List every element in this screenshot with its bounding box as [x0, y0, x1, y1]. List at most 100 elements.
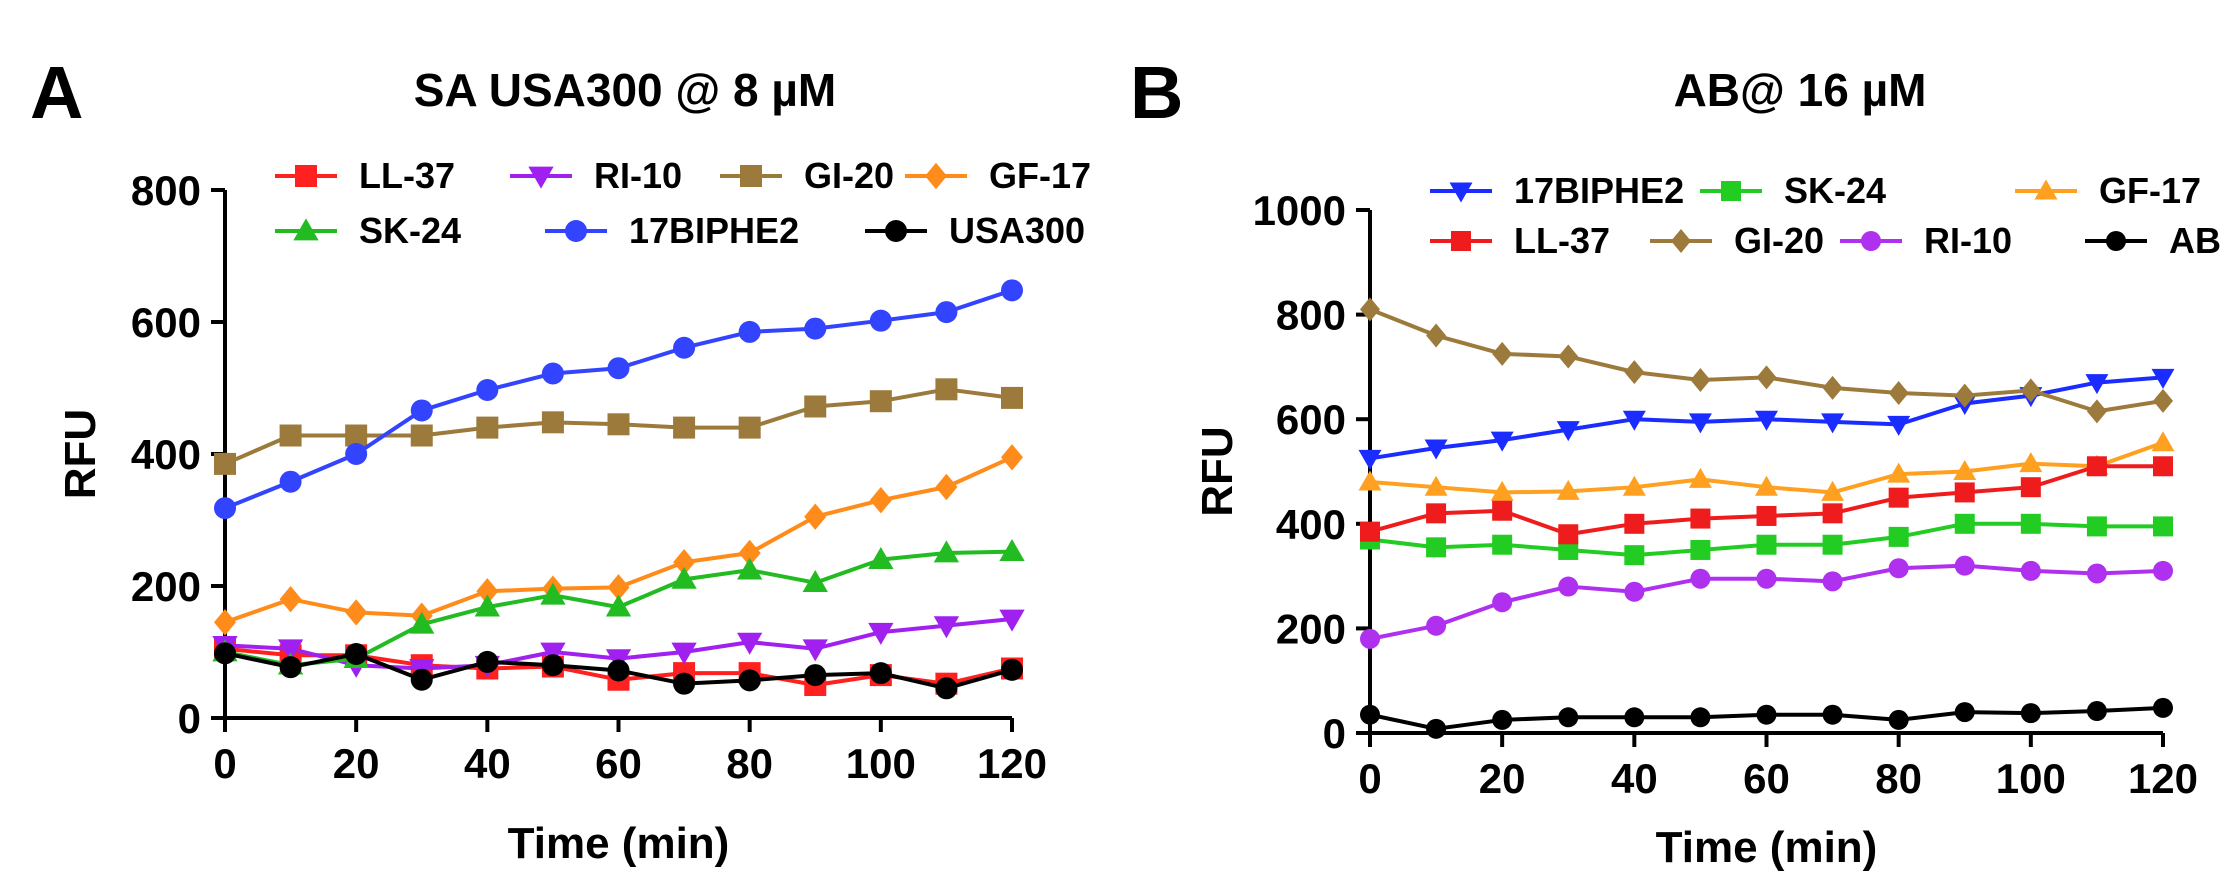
- legend-label-a-gi-20: GI-20: [804, 155, 894, 196]
- data-point-b-ll-37: [1690, 508, 1711, 529]
- x-tick-label-b: 0: [1358, 755, 1381, 802]
- data-point-a-ri-10: [933, 616, 960, 639]
- data-point-a-usa300: [214, 642, 236, 665]
- data-point-b-sk-24: [1426, 537, 1447, 558]
- data-point-b-ri-10: [1360, 628, 1380, 649]
- data-point-a-ri-10: [999, 609, 1025, 632]
- y-tick-label-a: 200: [131, 563, 201, 610]
- data-point-a-gi-20: [541, 411, 564, 434]
- data-point-b-ri-10: [1822, 571, 1843, 592]
- series-a-usa300: [214, 642, 1023, 700]
- data-point-a-17biphe2: [738, 320, 761, 343]
- x-tick-label-b: 60: [1743, 755, 1790, 802]
- series-b-ll-37: [1360, 456, 2173, 545]
- y-tick-label-b: 600: [1276, 396, 1346, 443]
- data-point-b-gf-17: [1556, 479, 1580, 500]
- data-point-b-17biphe2: [1490, 431, 1514, 452]
- data-point-b-17biphe2: [1424, 439, 1448, 460]
- data-point-b-gf-17: [2151, 431, 2175, 452]
- data-point-b-ri-10: [1492, 592, 1513, 613]
- data-point-a-sk-24: [671, 566, 697, 589]
- data-point-b-sk-24: [1822, 534, 1843, 555]
- x-tick-label-b: 100: [1996, 755, 2066, 802]
- data-point-b-gi-20: [1558, 344, 1579, 369]
- data-point-b-sk-24: [1624, 545, 1645, 566]
- legend-label-b-sk-24: SK-24: [1784, 170, 1886, 211]
- legend-label-b-ab: AB: [2169, 220, 2221, 261]
- legend-marker-b: [1721, 181, 1741, 201]
- legend-label-b-gi-20: GI-20: [1734, 220, 1824, 261]
- data-point-b-ll-37: [1822, 503, 1843, 524]
- data-point-a-gf-17: [607, 574, 630, 601]
- data-point-a-gi-20: [476, 416, 499, 439]
- data-point-b-17biphe2: [2085, 374, 2109, 395]
- legend-label-b-ll-37: LL-37: [1514, 220, 1610, 261]
- data-point-a-usa300: [804, 664, 827, 687]
- data-point-b-ab: [1492, 709, 1513, 730]
- data-point-a-gi-20: [738, 416, 761, 439]
- data-point-a-usa300: [673, 672, 696, 695]
- x-axis-label-b: Time (min): [1656, 823, 1878, 872]
- data-point-a-ri-10: [737, 632, 763, 655]
- legend-label-b-ri-10: RI-10: [1924, 220, 2012, 261]
- x-tick-label-b: 20: [1479, 755, 1526, 802]
- data-point-b-ab: [1624, 707, 1645, 728]
- x-tick-label-a: 80: [726, 740, 773, 787]
- data-point-a-17biphe2: [476, 378, 499, 401]
- series-a-17biphe2: [214, 279, 1023, 520]
- data-point-a-gf-17: [804, 503, 827, 530]
- legend-marker-a: [885, 220, 907, 242]
- data-point-a-gf-17: [738, 539, 761, 567]
- data-point-a-gf-17: [214, 609, 236, 636]
- data-point-a-17biphe2: [345, 443, 368, 465]
- data-point-b-gf-17: [1821, 480, 1845, 501]
- data-point-b-gi-20: [1954, 383, 1975, 408]
- data-point-a-gi-20: [869, 390, 892, 413]
- data-point-a-sk-24: [868, 546, 894, 569]
- data-point-b-sk-24: [1756, 534, 1777, 555]
- data-point-a-gi-20: [607, 413, 630, 436]
- data-point-b-ri-10: [1690, 568, 1711, 589]
- data-point-b-gi-20: [1756, 365, 1777, 390]
- series-line-b-gi-20: [1369, 307, 2164, 414]
- data-point-a-gi-20: [1001, 386, 1023, 409]
- legend-marker-a: [528, 166, 554, 189]
- x-tick-label-a: 60: [595, 740, 642, 787]
- data-point-b-ab: [2086, 701, 2107, 722]
- data-point-a-17biphe2: [607, 357, 630, 380]
- data-point-b-gi-20: [1822, 375, 1843, 400]
- y-tick-label-a: 0: [178, 695, 201, 742]
- data-point-b-ll-37: [1888, 487, 1909, 508]
- data-point-b-17biphe2: [1556, 421, 1580, 442]
- data-point-a-17biphe2: [1001, 279, 1023, 302]
- data-point-b-ll-37: [1756, 505, 1777, 526]
- data-point-b-gi-20: [2086, 399, 2107, 424]
- data-point-a-sk-24: [933, 540, 960, 563]
- data-point-b-ri-10: [1888, 558, 1909, 579]
- data-point-b-gi-20: [1360, 297, 1380, 322]
- data-point-b-ab: [1360, 704, 1380, 725]
- data-point-a-ri-10: [802, 639, 828, 662]
- x-tick-label-b: 40: [1611, 755, 1658, 802]
- data-point-b-sk-24: [2086, 516, 2107, 537]
- data-point-a-sk-24: [737, 557, 763, 580]
- data-point-b-17biphe2: [1622, 410, 1646, 431]
- data-point-b-sk-24: [1888, 526, 1909, 547]
- data-point-a-gi-20: [935, 378, 958, 401]
- data-point-b-sk-24: [1690, 539, 1711, 560]
- data-point-a-sk-24: [605, 594, 632, 617]
- y-tick-label-a: 800: [131, 167, 201, 214]
- data-point-b-ll-37: [1426, 503, 1447, 524]
- data-point-b-ri-10: [1954, 555, 1975, 576]
- data-point-b-17biphe2: [1755, 410, 1778, 431]
- data-point-b-17biphe2: [1358, 449, 1382, 470]
- data-point-a-ri-10: [671, 642, 697, 665]
- data-point-a-sk-24: [999, 539, 1025, 562]
- data-point-a-17biphe2: [804, 317, 827, 340]
- data-point-b-gi-20: [1624, 360, 1645, 385]
- legend-marker-b: [1671, 229, 1691, 253]
- data-point-b-ll-37: [1954, 482, 1975, 503]
- data-point-b-gf-17: [1755, 475, 1778, 496]
- data-point-a-usa300: [541, 654, 564, 677]
